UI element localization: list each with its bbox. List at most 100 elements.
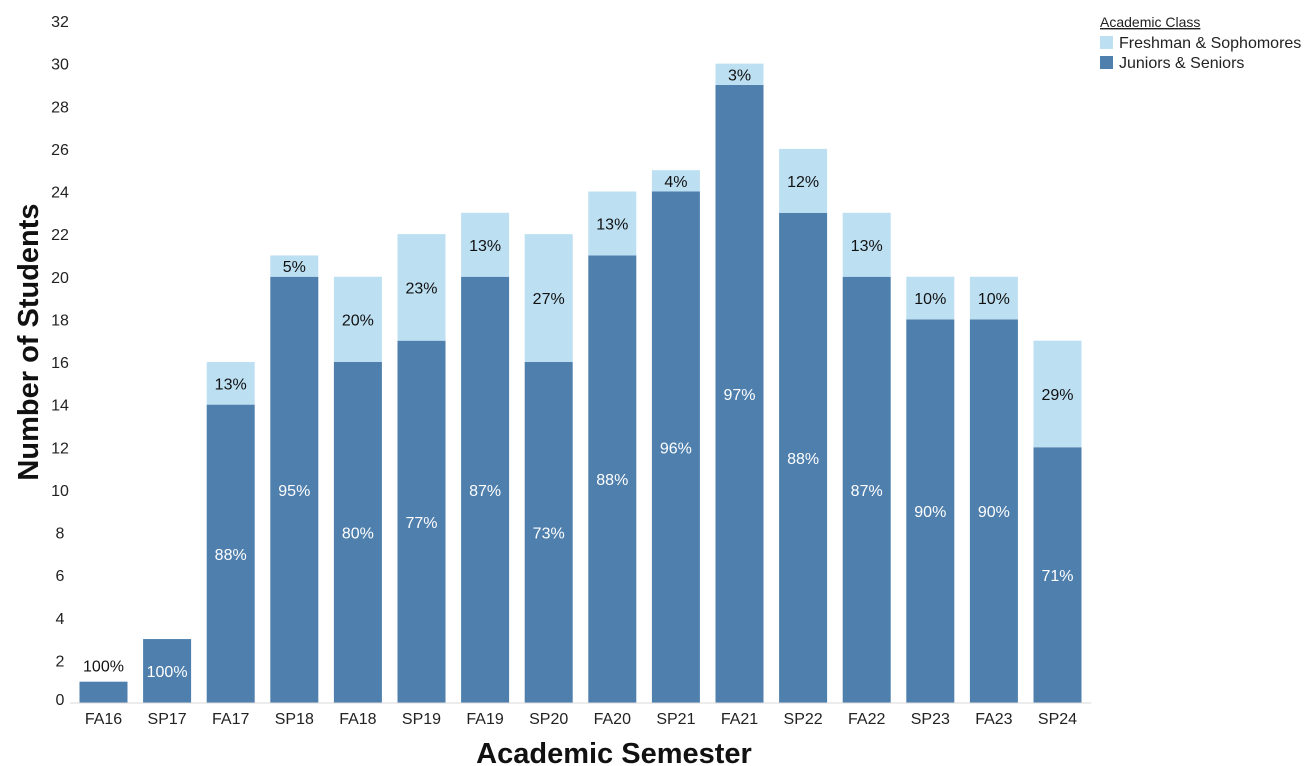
- legend: Academic Class Freshman & Sophomores Jun…: [1100, 14, 1301, 72]
- data-label-juniors-seniors-sp23: 90%: [914, 504, 946, 521]
- y-tick-label: 4: [56, 611, 65, 628]
- data-label-juniors-seniors-fa21: 97%: [723, 387, 755, 404]
- y-tick-label: 2: [56, 653, 65, 670]
- bar-freshman-sophomores-fa17: [206, 362, 255, 405]
- y-tick-label: 30: [51, 57, 69, 74]
- y-tick-label: 8: [56, 526, 65, 543]
- y-tick-label: 18: [51, 312, 69, 329]
- x-tick-label: SP20: [529, 711, 568, 728]
- bar-juniors-seniors-fa17: [206, 404, 255, 703]
- bar-juniors-seniors-fa22: [842, 276, 891, 703]
- data-label-freshman-sophomores-sp23: 10%: [914, 291, 946, 308]
- data-label-juniors-seniors-sp24: 71%: [1041, 568, 1073, 585]
- y-tick-label: 0: [56, 692, 65, 709]
- data-label-freshman-sophomores-sp22: 12%: [787, 174, 819, 191]
- bar-juniors-seniors-sp24: [1033, 447, 1082, 703]
- y-tick-label: 26: [51, 142, 69, 159]
- data-label-freshman-sophomores-fa22: 13%: [851, 238, 883, 255]
- data-label-freshman-sophomores-fa21: 3%: [728, 67, 751, 84]
- bar-juniors-seniors-sp21: [651, 191, 700, 703]
- data-label-freshman-sophomores-fa20: 13%: [596, 216, 628, 233]
- bar-juniors-seniors-fa19: [461, 276, 510, 703]
- x-tick-label: FA22: [848, 711, 885, 728]
- x-tick-label: FA19: [466, 711, 503, 728]
- bar-freshman-sophomores-sp20: [524, 234, 573, 362]
- legend-title: Academic Class: [1100, 14, 1200, 30]
- data-label-juniors-seniors-fa20: 88%: [596, 472, 628, 489]
- bar-juniors-seniors-sp23: [906, 319, 955, 703]
- y-tick-label: 32: [51, 14, 69, 31]
- data-label-freshman-sophomores-sp20: 27%: [533, 291, 565, 308]
- bar-freshman-sophomores-sp21: [651, 170, 700, 192]
- y-tick-label: 24: [51, 185, 69, 202]
- y-tick-label: 16: [51, 355, 69, 372]
- data-label-juniors-seniors-fa17: 88%: [215, 547, 247, 564]
- bar-freshman-sophomores-fa19: [461, 212, 510, 277]
- data-label-freshman-sophomores-fa16: 100%: [83, 659, 124, 676]
- legend-label-freshman-sophomores: Freshman & Sophomores: [1119, 35, 1301, 52]
- data-label-freshman-sophomores-sp18: 5%: [283, 259, 306, 276]
- x-tick-label: SP22: [784, 711, 823, 728]
- y-tick-label: 22: [51, 227, 69, 244]
- bar-juniors-seniors-fa21: [715, 84, 764, 703]
- data-label-juniors-seniors-sp19: 77%: [405, 515, 437, 532]
- x-tick-label: SP24: [1038, 711, 1077, 728]
- x-axis-title: Academic Semester: [476, 738, 752, 766]
- bar-freshman-sophomores-fa20: [588, 191, 637, 256]
- y-tick-label: 6: [56, 568, 65, 585]
- x-tick-label: SP23: [911, 711, 950, 728]
- y-tick-label: 10: [51, 483, 69, 500]
- bar-freshman-sophomores-sp23: [906, 276, 955, 320]
- bar-freshman-sophomores-fa23: [969, 276, 1018, 320]
- x-tick-label: FA16: [85, 711, 122, 728]
- data-label-freshman-sophomores-fa17: 13%: [215, 376, 247, 393]
- bar-juniors-seniors-sp20: [524, 362, 573, 703]
- x-tick-label: FA18: [339, 711, 376, 728]
- bar-freshman-sophomores-fa21: [715, 63, 764, 85]
- data-label-juniors-seniors-sp21: 96%: [660, 440, 692, 457]
- x-tick-label: SP19: [402, 711, 441, 728]
- x-tick-label: FA23: [975, 711, 1012, 728]
- data-label-freshman-sophomores-fa19: 13%: [469, 238, 501, 255]
- legend-swatch-freshman-sophomores: [1100, 36, 1113, 49]
- bar-juniors-seniors-sp22: [779, 212, 828, 703]
- bar-juniors-seniors-sp19: [397, 340, 446, 703]
- x-tick-label: SP21: [656, 711, 695, 728]
- data-label-juniors-seniors-fa23: 90%: [978, 504, 1010, 521]
- bar-juniors-seniors-fa18: [333, 362, 382, 703]
- x-tick-label: FA17: [212, 711, 249, 728]
- bar-juniors-seniors-sp18: [270, 276, 319, 703]
- data-label-freshman-sophomores-fa18: 20%: [342, 312, 374, 329]
- data-label-juniors-seniors-sp20: 73%: [533, 526, 565, 543]
- bar-juniors-seniors-fa20: [588, 255, 637, 703]
- data-label-juniors-seniors-sp17: 100%: [147, 664, 188, 681]
- data-label-freshman-sophomores-fa23: 10%: [978, 291, 1010, 308]
- bar-juniors-seniors-sp17: [143, 639, 192, 703]
- y-tick-label: 14: [51, 398, 69, 415]
- x-tick-label: FA20: [594, 711, 631, 728]
- data-label-juniors-seniors-sp18: 95%: [278, 483, 310, 500]
- bar-freshman-sophomores-sp18: [270, 255, 319, 277]
- data-label-juniors-seniors-sp22: 88%: [787, 451, 819, 468]
- bar-freshman-sophomores-sp22: [779, 148, 828, 213]
- data-label-juniors-seniors-fa22: 87%: [851, 483, 883, 500]
- bar-freshman-sophomores-fa18: [333, 276, 382, 362]
- data-label-freshman-sophomores-sp21: 4%: [664, 174, 687, 191]
- y-tick-label: 12: [51, 440, 69, 457]
- y-tick-label: 28: [51, 99, 69, 116]
- x-tick-label: SP17: [148, 711, 187, 728]
- bar-juniors-seniors-fa16: [79, 681, 128, 703]
- data-label-juniors-seniors-fa18: 80%: [342, 526, 374, 543]
- y-tick-label: 20: [51, 270, 69, 287]
- legend-swatch-juniors-seniors: [1100, 56, 1113, 69]
- x-tick-label: FA21: [721, 711, 758, 728]
- y-axis-title: Number of Students: [13, 203, 45, 480]
- bars: [79, 63, 1082, 703]
- legend-label-juniors-seniors: Juniors & Seniors: [1119, 55, 1244, 72]
- x-tick-label: SP18: [275, 711, 314, 728]
- data-label-juniors-seniors-fa19: 87%: [469, 483, 501, 500]
- bar-freshman-sophomores-sp19: [397, 234, 446, 341]
